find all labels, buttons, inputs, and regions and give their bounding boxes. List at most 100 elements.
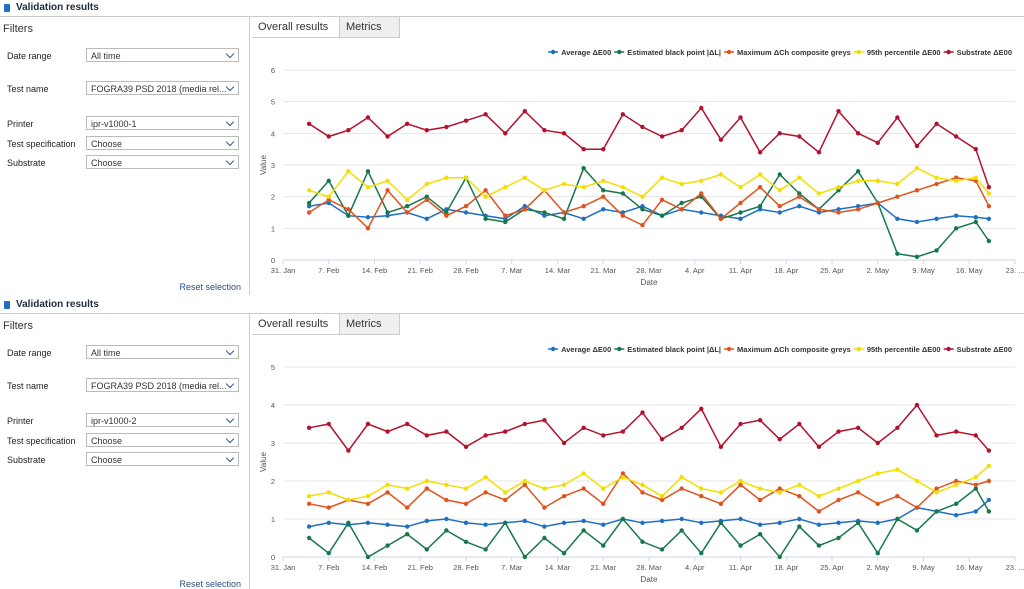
legend-marker (726, 346, 732, 352)
data-point (679, 425, 684, 430)
x-tick-label: 21. Feb (408, 563, 433, 572)
x-axis-title: Date (641, 575, 658, 584)
x-tick-label: 2. May (866, 563, 889, 572)
reset-link[interactable]: Reset selection (179, 579, 241, 589)
tab[interactable]: Overall results (252, 314, 340, 335)
panel-title: Validation results (16, 299, 99, 310)
x-tick-label: 23. ... (1006, 266, 1024, 275)
x-axis-title: Date (641, 278, 658, 287)
filter-select[interactable]: All time (86, 345, 239, 359)
data-point (895, 216, 900, 222)
data-point (561, 520, 567, 525)
data-point (326, 490, 331, 495)
data-point (738, 516, 743, 522)
filters-title: Filters (3, 320, 33, 332)
data-point (404, 203, 410, 209)
data-point (561, 131, 567, 136)
data-point (463, 486, 469, 491)
data-point (581, 203, 586, 209)
data-point (914, 505, 920, 510)
data-point (953, 175, 959, 180)
data-point (404, 505, 410, 510)
filter-select[interactable]: Choose (86, 452, 239, 466)
tab[interactable]: Metrics (340, 314, 400, 335)
data-point (816, 494, 822, 499)
data-point (679, 207, 684, 212)
data-point (934, 175, 939, 180)
data-point (836, 429, 841, 434)
select-value: ipr-v1000-1 (91, 119, 137, 129)
series-line (308, 176, 990, 230)
filter-select[interactable]: Choose (86, 433, 239, 447)
data-point (424, 216, 429, 222)
data-point (895, 516, 900, 522)
data-point (326, 197, 331, 203)
filter-select[interactable]: Choose (86, 136, 239, 150)
data-point (757, 150, 763, 155)
filter-select[interactable]: ipr-v1000-2 (86, 413, 239, 427)
data-point (620, 471, 626, 476)
x-tick-label: 31. Jan (271, 563, 296, 572)
data-point (581, 184, 586, 190)
reset-link[interactable]: Reset selection (179, 282, 241, 292)
data-point (973, 215, 978, 220)
data-point (797, 194, 802, 199)
data-point (699, 520, 704, 525)
legend-item: Estimated black point |ΔL| (614, 48, 721, 57)
data-point (914, 402, 920, 408)
filter-select[interactable]: ipr-v1000-1 (86, 116, 239, 130)
legend-item: Substrate ΔE00 (943, 48, 1012, 57)
data-point (306, 203, 312, 209)
data-point (640, 222, 645, 228)
data-point (757, 184, 763, 190)
data-point (503, 490, 508, 495)
tab[interactable]: Metrics (340, 17, 400, 38)
x-tick-label: 9. May (912, 563, 935, 572)
filter-select[interactable]: Choose (86, 155, 239, 169)
data-point (986, 184, 992, 190)
data-point (522, 482, 528, 487)
data-point (855, 169, 861, 174)
data-point (679, 181, 684, 187)
data-point (816, 522, 822, 527)
data-point (973, 486, 978, 491)
filter-label: Substrate (7, 158, 46, 168)
data-point (797, 421, 802, 427)
data-point (986, 191, 992, 196)
data-point (816, 543, 822, 548)
tab[interactable]: Overall results (252, 17, 340, 38)
data-point (934, 433, 939, 438)
data-point (561, 216, 567, 222)
series-line (308, 202, 989, 223)
data-point (679, 475, 684, 480)
data-point (986, 238, 992, 244)
dropdown-arrow (225, 414, 235, 424)
data-point (326, 178, 331, 184)
x-tick-label: 7. Mar (501, 563, 523, 572)
data-point (757, 532, 763, 537)
data-point (542, 505, 547, 510)
data-point (522, 518, 528, 524)
filter-select[interactable]: FOGRA39 PSD 2018 (media rel... (86, 378, 239, 392)
data-point (855, 478, 861, 484)
data-point (986, 216, 992, 222)
y-tick-label: 3 (271, 161, 275, 170)
data-point (424, 194, 429, 199)
filter-select[interactable]: All time (86, 48, 239, 62)
series-line (308, 166, 990, 258)
data-point (503, 184, 508, 190)
data-point (699, 210, 704, 215)
series-line (308, 472, 990, 513)
data-point (346, 448, 351, 453)
data-point (836, 535, 841, 541)
data-point (601, 486, 606, 491)
data-point (601, 501, 606, 506)
y-tick-label: 4 (271, 401, 275, 410)
select-value: ipr-v1000-2 (91, 416, 137, 426)
data-point (855, 490, 861, 495)
data-point (934, 181, 939, 187)
data-point (934, 486, 939, 491)
legend-item: Average ΔE00 (548, 48, 611, 57)
filter-select[interactable]: FOGRA39 PSD 2018 (media rel... (86, 81, 239, 95)
data-point (973, 475, 978, 480)
